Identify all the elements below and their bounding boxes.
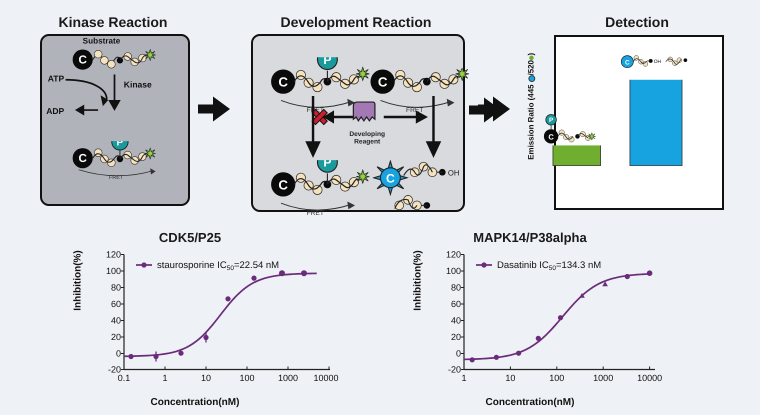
svg-text:100: 100: [549, 373, 564, 383]
svg-text:40: 40: [111, 316, 121, 326]
svg-text:60: 60: [111, 299, 121, 309]
svg-text:staurosporine IC50=22.54 nM: staurosporine IC50=22.54 nM: [157, 260, 279, 272]
svg-text:1000: 1000: [593, 373, 613, 383]
svg-text:10000: 10000: [313, 373, 338, 383]
svg-text:C: C: [625, 58, 630, 66]
svg-text:0: 0: [116, 349, 121, 359]
svg-text:10000: 10000: [637, 373, 662, 383]
svg-text:1: 1: [162, 373, 167, 383]
svg-text:10: 10: [505, 373, 515, 383]
svg-text:120: 120: [106, 250, 121, 260]
svg-text:10: 10: [201, 373, 211, 383]
svg-text:100: 100: [239, 373, 254, 383]
svg-text:100: 100: [106, 266, 121, 276]
svg-text:1: 1: [461, 373, 466, 383]
svg-text:100: 100: [446, 266, 461, 276]
svg-text:80: 80: [451, 283, 461, 293]
svg-text:40: 40: [451, 316, 461, 326]
svg-text:0: 0: [456, 349, 461, 359]
svg-text:1000: 1000: [278, 373, 298, 383]
svg-text:60: 60: [451, 299, 461, 309]
svg-text:P: P: [549, 116, 554, 124]
svg-text:C: C: [548, 133, 553, 141]
svg-text:0.1: 0.1: [118, 373, 131, 383]
svg-text:OH: OH: [654, 59, 662, 64]
svg-text:20: 20: [451, 332, 461, 342]
svg-text:Dasatinib IC50=134.3 nM: Dasatinib IC50=134.3 nM: [497, 260, 601, 272]
svg-text:20: 20: [111, 332, 121, 342]
svg-text:120: 120: [446, 250, 461, 260]
svg-text:-20: -20: [448, 365, 461, 375]
svg-text:80: 80: [111, 283, 121, 293]
